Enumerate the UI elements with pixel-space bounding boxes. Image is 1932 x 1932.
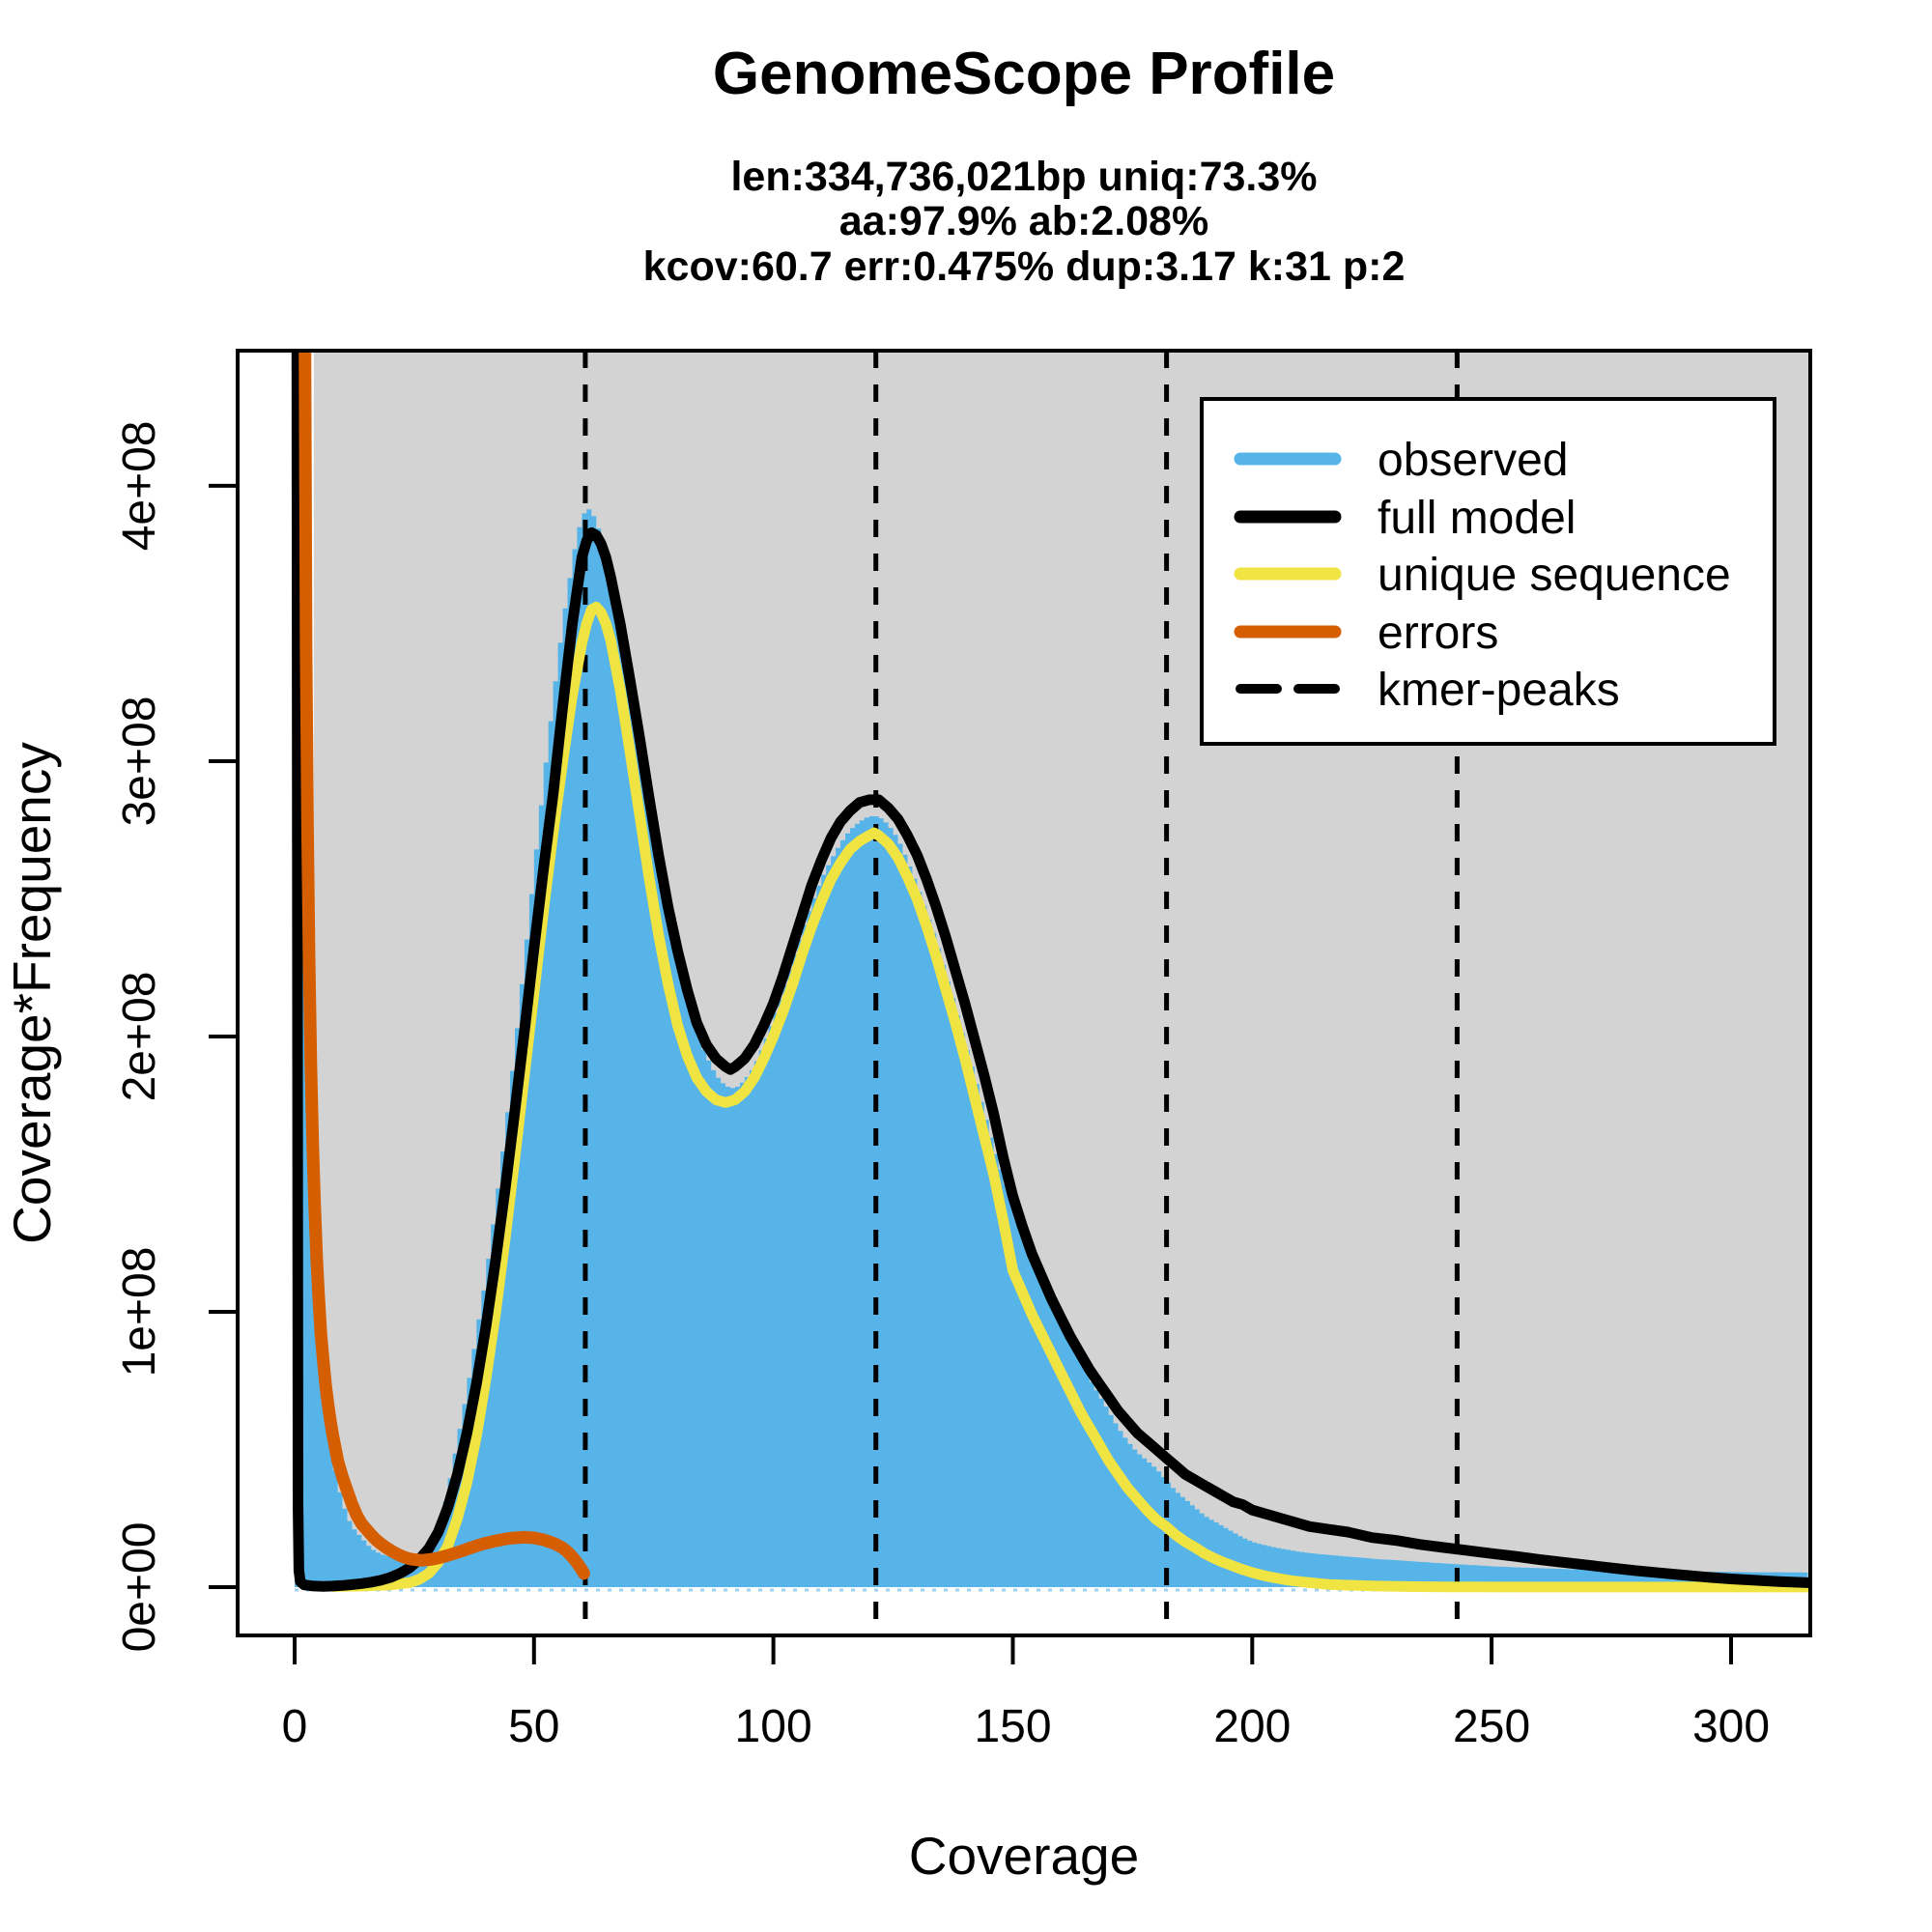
legend-label-errors: errors	[1378, 608, 1498, 659]
errors-curve	[298, 351, 590, 1580]
observed-histogram	[295, 351, 1810, 1592]
legend-item-observed: observed	[1234, 435, 1568, 486]
page-title: GenomeScope Profile	[713, 41, 1335, 107]
x-tick-label-300: 300	[1692, 1701, 1770, 1752]
x-tick-label-200: 200	[1213, 1701, 1291, 1752]
x-tick-label-250: 250	[1453, 1701, 1530, 1752]
model-curves	[291, 351, 1810, 1593]
legend-item-kmer-peaks: kmer-peaks	[1236, 665, 1620, 716]
legend: observed full model unique sequence erro…	[1200, 397, 1776, 746]
legend-label-kmer-peaks: kmer-peaks	[1378, 665, 1620, 716]
y-tick-label-4e+08: 4e+08	[114, 420, 165, 551]
legend-label-observed: observed	[1378, 435, 1568, 486]
x-tick-label-0: 0	[282, 1701, 308, 1752]
axis-tick-labels: 0 50 100 150 200 250 300 0e+00 1e+08 2e+08 3e+08 4e…	[114, 420, 1770, 1752]
axis-ticks	[209, 483, 1733, 1664]
subtitle-line-1: len:334,736,021bp uniq:73.3%	[730, 154, 1317, 200]
subtitle-line-3: kcov:60.7 err:0.475% dup:3.17 k:31 p:2	[643, 243, 1406, 290]
legend-item-errors: errors	[1234, 608, 1498, 659]
x-tick-label-100: 100	[735, 1701, 812, 1752]
x-axis-title: Coverage	[909, 1826, 1139, 1886]
plot-border	[236, 349, 1812, 1637]
y-axis-title: Coverage*Frequency	[2, 742, 62, 1244]
x-tick-label-50: 50	[508, 1701, 559, 1752]
subtitle-line-2: aa:97.9% ab:2.08%	[839, 198, 1208, 244]
observed-histogram-area	[295, 351, 1808, 1587]
x-tick-label-150: 150	[974, 1701, 1051, 1752]
y-tick-label-2e+08: 2e+08	[114, 972, 165, 1102]
legend-item-full-model: full model	[1234, 493, 1576, 544]
y-tick-label-0e+00: 0e+00	[114, 1522, 165, 1653]
legend-label-unique-sequence: unique sequence	[1378, 550, 1731, 601]
full-model-curve	[291, 351, 1810, 1592]
y-tick-label-3e+08: 3e+08	[114, 696, 165, 827]
legend-item-unique-sequence: unique sequence	[1234, 550, 1731, 601]
legend-label-full-model: full model	[1378, 493, 1576, 544]
y-tick-label-1e+08: 1e+08	[114, 1247, 165, 1378]
